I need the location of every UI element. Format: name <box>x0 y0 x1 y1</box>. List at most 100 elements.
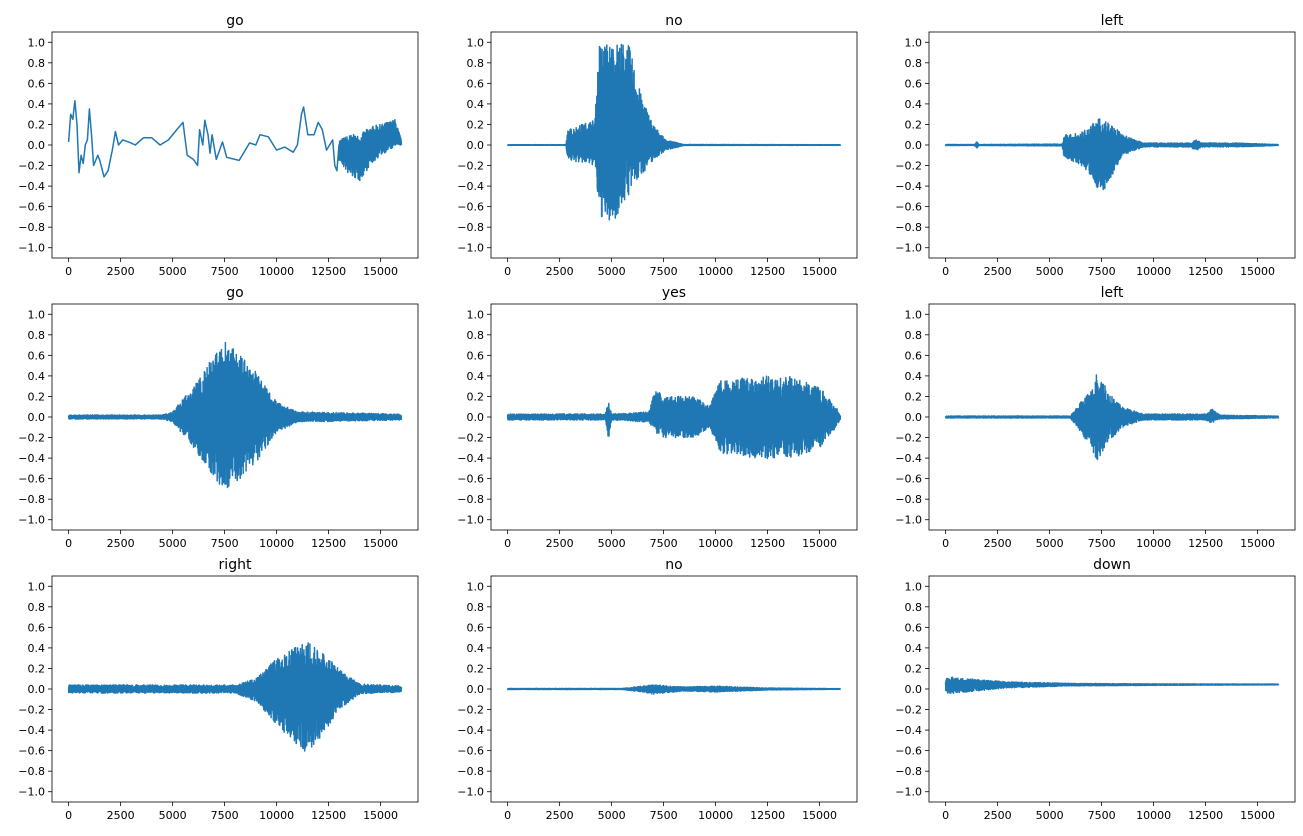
x-tick-label: 7500 <box>650 265 678 278</box>
y-tick-label: 0.2 <box>905 118 923 131</box>
axes-frame <box>51 575 419 803</box>
y-tick-label: 0.0 <box>28 139 46 152</box>
y-tick-label: 0.0 <box>905 139 923 152</box>
x-tick-label: 12500 <box>311 537 346 550</box>
x-tick-label: 15000 <box>802 809 837 822</box>
x-tick-label: 12500 <box>1188 537 1223 550</box>
subplot-title: left <box>1101 285 1124 301</box>
x-tick-label: 5000 <box>1036 809 1064 822</box>
x-tick-label: 15000 <box>363 265 398 278</box>
y-tick-label: 0.6 <box>28 77 46 90</box>
subplot-3: left 0 2500 5000 7500 10000 12500 15000 −1.0 −0.8… <box>895 13 1296 278</box>
x-tick-label: 7500 <box>1088 265 1116 278</box>
subplot-6: left 0 2500 5000 7500 10000 12500 15000 −1.0 −0.8… <box>895 285 1296 550</box>
y-tick-label: 0.2 <box>905 390 923 403</box>
x-tick-label: 2500 <box>546 537 574 550</box>
y-tick-label: −0.2 <box>18 432 45 445</box>
x-tick-label: 2500 <box>107 809 135 822</box>
y-tick-label: −0.8 <box>895 493 922 506</box>
y-tick-label: 0.0 <box>905 411 923 424</box>
x-tick-label: 5000 <box>1036 265 1064 278</box>
x-tick-label: 15000 <box>1240 809 1275 822</box>
y-tick-label: −0.6 <box>895 745 922 758</box>
subplot-title: go <box>226 285 243 301</box>
subplot-2: no 0 2500 5000 7500 10000 12500 15000 −1.0 −0.8 −0… <box>457 13 858 278</box>
y-tick-label: 0.6 <box>467 621 485 634</box>
y-tick-label: 0.6 <box>905 621 923 634</box>
y-tick-label: −0.8 <box>18 765 45 778</box>
y-tick-label: 0.2 <box>28 662 46 675</box>
y-tick-label: 0.8 <box>905 57 923 70</box>
y-tick-label: 0.0 <box>905 683 923 696</box>
subplot-8: no 0 2500 5000 7500 10000 12500 15000 −1.0 −0.8 −0… <box>457 557 858 822</box>
x-tick-label: 5000 <box>1036 537 1064 550</box>
x-tick-label: 15000 <box>1240 537 1275 550</box>
waveform-line <box>67 100 403 182</box>
y-tick-label: −0.4 <box>895 724 922 737</box>
y-tick-label: 0.0 <box>467 139 485 152</box>
y-tick-label: 0.2 <box>28 118 46 131</box>
x-tick-label: 7500 <box>211 809 239 822</box>
y-tick-label: −1.0 <box>895 514 922 527</box>
x-tick-label: 10000 <box>259 265 294 278</box>
y-tick-label: −0.2 <box>895 160 922 173</box>
x-tick-label: 0 <box>65 537 72 550</box>
x-tick-label: 5000 <box>159 809 187 822</box>
y-tick-label: −0.8 <box>457 765 484 778</box>
subplot-title: yes <box>662 285 686 301</box>
y-tick-label: 0.8 <box>28 601 46 614</box>
y-tick-label: 0.0 <box>28 411 46 424</box>
y-tick-label: −1.0 <box>18 786 45 799</box>
y-tick-label: −0.4 <box>895 452 922 465</box>
y-tick-label: 0.2 <box>905 662 923 675</box>
y-tick-label: −0.8 <box>457 221 484 234</box>
y-tick-label: −1.0 <box>457 242 484 255</box>
axes-frame <box>490 303 858 531</box>
waveform-line <box>944 374 1280 461</box>
x-tick-label: 12500 <box>1188 265 1223 278</box>
y-tick-label: 0.2 <box>467 662 485 675</box>
subplot-title: no <box>665 13 682 29</box>
x-tick-label: 12500 <box>1188 809 1223 822</box>
waveform-line <box>944 118 1280 191</box>
x-tick-label: 10000 <box>698 809 733 822</box>
axes-frame <box>928 575 1296 803</box>
y-tick-label: 0.4 <box>467 98 485 111</box>
y-tick-label: 0.0 <box>467 411 485 424</box>
x-tick-label: 7500 <box>1088 809 1116 822</box>
waveform-line <box>67 642 403 752</box>
y-tick-label: −0.2 <box>457 704 484 717</box>
x-tick-label: 0 <box>504 809 511 822</box>
x-tick-label: 0 <box>504 537 511 550</box>
x-tick-label: 0 <box>942 537 949 550</box>
y-tick-label: −0.4 <box>18 452 45 465</box>
x-tick-label: 12500 <box>311 809 346 822</box>
y-tick-label: −0.6 <box>18 745 45 758</box>
y-tick-label: −0.6 <box>18 473 45 486</box>
y-tick-label: −0.8 <box>18 221 45 234</box>
x-tick-label: 15000 <box>1240 265 1275 278</box>
y-tick-label: −0.2 <box>457 160 484 173</box>
y-tick-label: −0.2 <box>895 432 922 445</box>
axes-frame <box>51 303 419 531</box>
y-tick-label: 0.8 <box>905 329 923 342</box>
y-tick-label: 0.4 <box>467 370 485 383</box>
waveform-line <box>944 676 1280 695</box>
y-tick-label: −0.8 <box>457 493 484 506</box>
x-tick-label: 2500 <box>984 537 1012 550</box>
x-tick-label: 5000 <box>159 537 187 550</box>
x-tick-label: 2500 <box>984 265 1012 278</box>
y-tick-label: −0.4 <box>18 724 45 737</box>
x-tick-label: 7500 <box>211 265 239 278</box>
y-tick-label: −1.0 <box>895 786 922 799</box>
y-tick-label: 0.6 <box>905 77 923 90</box>
y-tick-label: 0.2 <box>467 390 485 403</box>
y-tick-label: −0.2 <box>457 432 484 445</box>
y-tick-label: 0.8 <box>467 329 485 342</box>
x-tick-label: 2500 <box>984 809 1012 822</box>
y-tick-label: −0.4 <box>457 180 484 193</box>
x-tick-label: 10000 <box>1136 265 1171 278</box>
y-tick-label: −0.6 <box>18 201 45 214</box>
y-tick-label: −0.8 <box>895 221 922 234</box>
